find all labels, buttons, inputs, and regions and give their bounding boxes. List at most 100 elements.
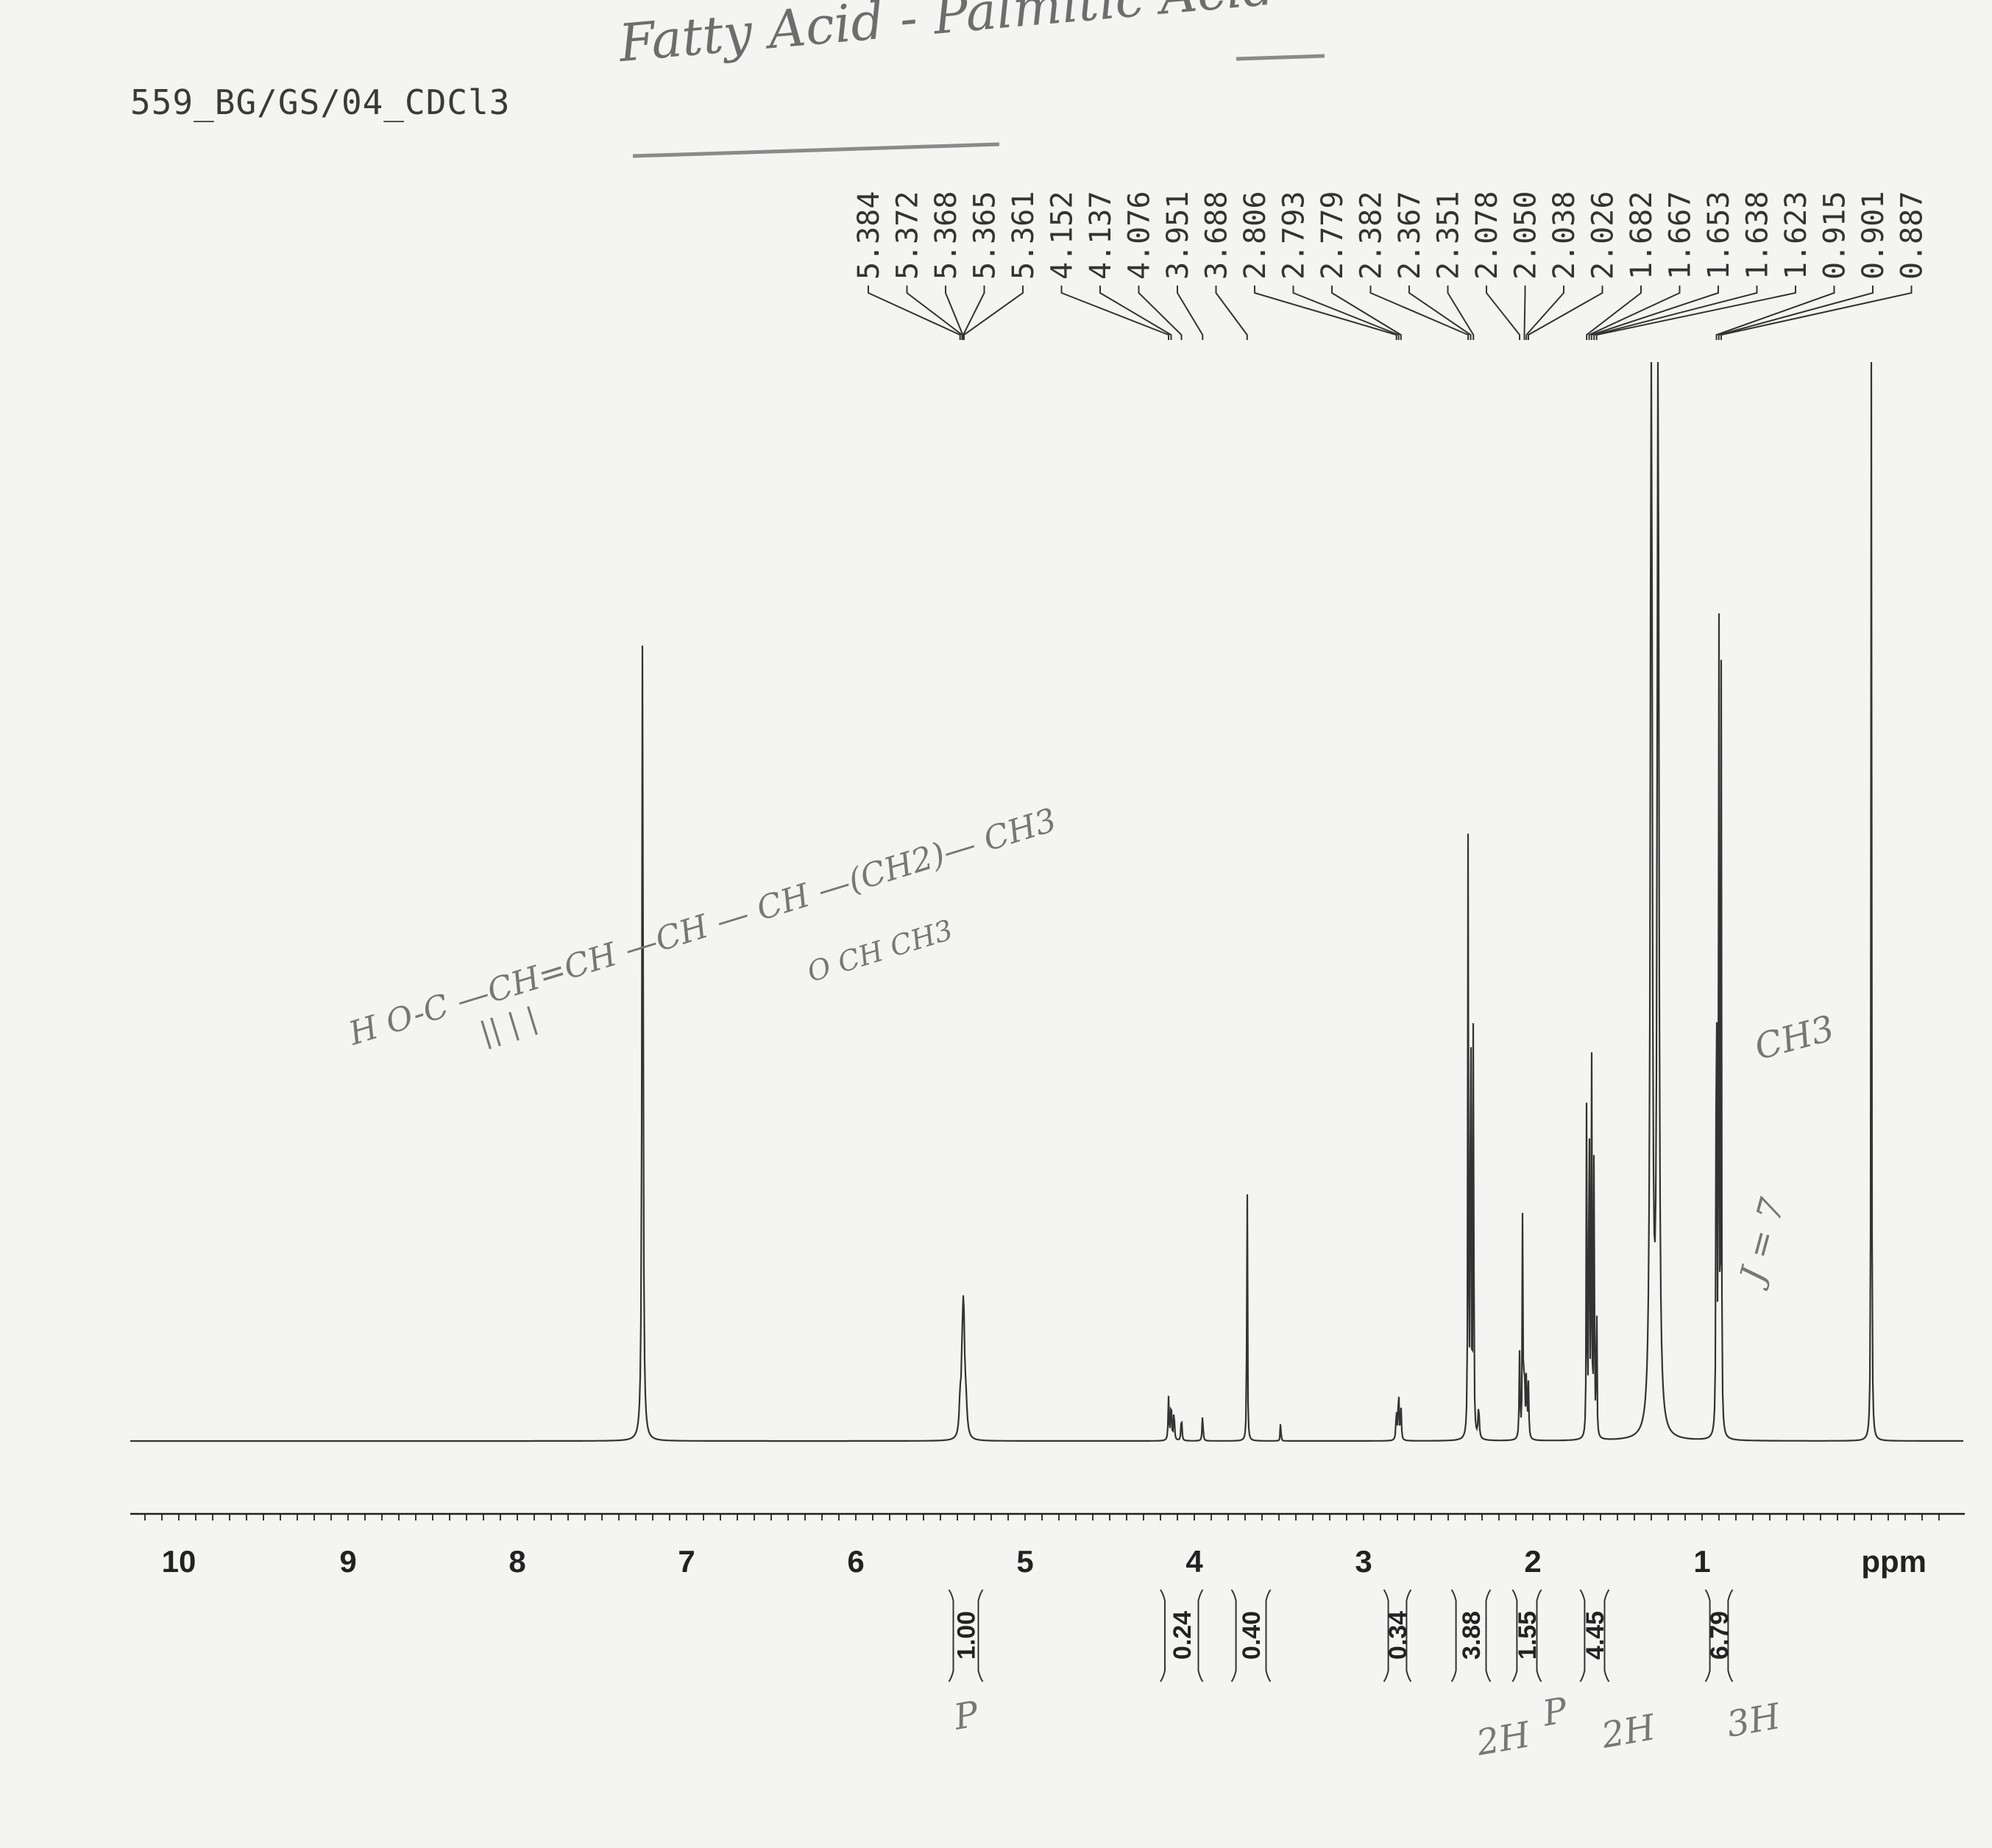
peak-label: 0.901 xyxy=(1857,191,1890,280)
peak-label: 5.384 xyxy=(852,191,886,280)
integral-value: 1.55 xyxy=(1514,1611,1542,1660)
peak-leader-line xyxy=(1408,286,1472,340)
peak-leader-line xyxy=(1060,286,1170,340)
peak-leader-line xyxy=(1715,286,1835,340)
axis-tick-label: 10 xyxy=(162,1544,196,1579)
structure-line3: O CH CH3 xyxy=(804,913,957,988)
ppm-axis: 10 9 8 7 6 5 4 3 2 1 xyxy=(130,1512,1965,1579)
peak-label: 5.368 xyxy=(929,191,963,280)
integral-note: P xyxy=(1539,1690,1570,1735)
peak-label-group: 5.384 5.372 5.368 5.365 5.361 4.152 4.137 4.076… xyxy=(852,191,1929,280)
ch3-note: CH3 xyxy=(1751,1008,1839,1068)
peak-leader-lines xyxy=(868,286,1913,340)
peak-leader-line xyxy=(1720,286,1913,340)
peak-leader-line xyxy=(1331,286,1402,340)
peak-leader-line xyxy=(1590,286,1719,340)
integral-bracket xyxy=(1704,1589,1734,1682)
peak-label: 2.806 xyxy=(1238,191,1272,280)
integral-bracket xyxy=(1230,1589,1272,1682)
axis-tick-label: 2 xyxy=(1524,1544,1541,1579)
integral-bracket xyxy=(1511,1589,1542,1682)
peak-label: 2.367 xyxy=(1393,191,1427,280)
integral-value: 0.34 xyxy=(1384,1611,1412,1660)
peak-label: 4.152 xyxy=(1046,191,1080,280)
peak-label: 5.372 xyxy=(891,191,925,280)
peak-label: 2.793 xyxy=(1277,191,1311,280)
axis-unit-label: ppm xyxy=(1861,1544,1927,1579)
integral-value: 3.88 xyxy=(1458,1611,1486,1660)
integral-bracket xyxy=(1383,1589,1412,1682)
peak-label: 1.638 xyxy=(1741,191,1775,280)
peak-label: 2.078 xyxy=(1470,191,1504,280)
peak-label: 4.076 xyxy=(1123,191,1157,280)
peak-label: 1.653 xyxy=(1702,191,1736,280)
peak-leader-line xyxy=(1447,286,1475,340)
peak-label: 5.361 xyxy=(1007,191,1041,280)
peak-label: 2.351 xyxy=(1432,191,1466,280)
integral-group: 1.00 0.24 0.40 0.34 3.88 1.55 4.45 6.79 xyxy=(948,1589,1734,1682)
peak-leader-line xyxy=(1588,286,1681,340)
integral-bracket xyxy=(1160,1589,1204,1682)
peak-label: 2.779 xyxy=(1316,191,1350,280)
structure-line1: H O-C —CH=CH —CH — CH —(CH2)— CH3 xyxy=(344,801,1060,1053)
title-underline-2 xyxy=(1236,54,1325,61)
axis-tick-label: 5 xyxy=(1016,1544,1033,1579)
peak-leader-line xyxy=(868,286,961,340)
peak-leader-line xyxy=(1718,286,1874,340)
peak-leader-line xyxy=(1486,286,1521,340)
peak-leader-line xyxy=(1138,286,1183,340)
axis-tick-label: 8 xyxy=(508,1544,525,1579)
peak-label: 1.623 xyxy=(1779,191,1813,280)
integral-value: 0.40 xyxy=(1238,1611,1266,1660)
integral-value: 6.79 xyxy=(1706,1611,1734,1660)
peak-label: 2.050 xyxy=(1509,191,1543,280)
axis-tick-label: 7 xyxy=(678,1544,695,1579)
peak-leader-line xyxy=(1595,286,1796,340)
title-underline xyxy=(632,142,1000,158)
peak-leader-line xyxy=(1525,286,1564,340)
integral-bracket xyxy=(948,1589,984,1682)
peak-label: 3.951 xyxy=(1161,191,1195,280)
sample-id: 559_BG/GS/04_CDCl3 xyxy=(130,82,511,122)
spectrum-trace xyxy=(130,361,1963,1442)
peak-leader-line xyxy=(1528,286,1603,340)
peak-label: 2.382 xyxy=(1355,191,1389,280)
peak-leader-line xyxy=(963,286,985,340)
peak-label: 2.038 xyxy=(1548,191,1581,280)
peak-label: 2.026 xyxy=(1587,191,1620,280)
peak-leader-line xyxy=(1215,286,1248,340)
peak-label: 4.137 xyxy=(1084,191,1118,280)
axis-tick-label: 4 xyxy=(1185,1544,1203,1579)
peak-label: 5.365 xyxy=(968,191,1002,280)
integral-note: 2H xyxy=(1598,1707,1659,1757)
integral-note: 2H xyxy=(1472,1714,1534,1764)
peak-leader-line xyxy=(1099,286,1172,340)
peak-label: 3.688 xyxy=(1200,191,1234,280)
peak-leader-line xyxy=(963,286,1024,340)
peak-leader-line xyxy=(1593,286,1758,340)
integral-value: 4.45 xyxy=(1581,1611,1609,1660)
peak-label: 1.667 xyxy=(1664,191,1698,280)
integral-value: 1.00 xyxy=(953,1611,981,1660)
integral-note: 3H xyxy=(1723,1696,1784,1746)
axis-tick-label: 3 xyxy=(1355,1544,1372,1579)
peak-label: 0.915 xyxy=(1818,191,1852,280)
integral-value: 0.24 xyxy=(1169,1611,1197,1660)
peak-leader-line xyxy=(1254,286,1397,340)
axis-tick-label: 9 xyxy=(339,1544,356,1579)
peak-leader-line xyxy=(1586,286,1642,340)
j-note: J = 7 xyxy=(1730,1194,1792,1292)
axis-tick-label: 6 xyxy=(847,1544,864,1579)
peak-leader-line xyxy=(1177,286,1204,340)
peak-leader-line xyxy=(1292,286,1400,340)
peak-leader-line xyxy=(1369,286,1470,340)
integral-note: P xyxy=(950,1693,982,1738)
handwritten-structure: H O-C —CH=CH —CH — CH —(CH2)— CH3 || | |… xyxy=(344,801,1060,1053)
integral-bracket xyxy=(1579,1589,1610,1682)
integral-notes: P 2HP 2H 3H xyxy=(950,1690,1784,1764)
integral-bracket xyxy=(1450,1589,1492,1682)
peak-label: 0.887 xyxy=(1896,191,1929,280)
peak-label: 1.682 xyxy=(1625,191,1659,280)
